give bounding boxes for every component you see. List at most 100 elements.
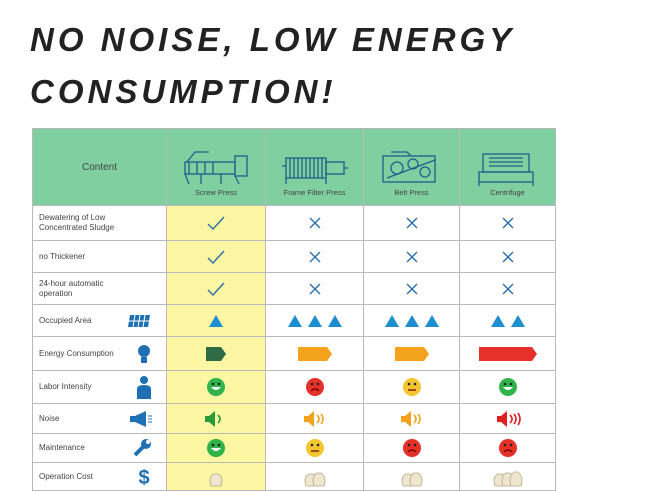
row-label: Dewatering of Low Concentrated Sludge (39, 213, 115, 232)
cross-icon (309, 283, 320, 294)
title: NO NOISE, LOW ENERGY CONSUMPTION! (30, 21, 515, 110)
header-text: Belt Press (394, 188, 429, 197)
header-text: Screw Press (194, 188, 238, 197)
row-label-cell: Labor Intensity (32, 370, 167, 404)
value-cell (265, 370, 364, 404)
cost-icon (401, 472, 422, 486)
row-label: Maintenance (39, 443, 85, 452)
header-cell: Centrifuge (459, 128, 556, 206)
noise-icon (303, 410, 324, 427)
check-icon (207, 216, 225, 231)
value-cell (363, 336, 460, 371)
row-icon (128, 314, 150, 327)
energy-bar (297, 346, 332, 361)
table-row: Energy Consumption (32, 336, 556, 371)
table-row: Maintenance (32, 433, 556, 463)
area-icon (287, 314, 342, 327)
value-cell (459, 403, 556, 434)
face-icon (207, 378, 225, 396)
row-label: 24-hour automatic operation (39, 278, 104, 298)
value-cell (459, 272, 556, 305)
table-row: Labor Intensity (32, 370, 556, 404)
table-body: Content Screw Press Frame Filter Press B… (32, 128, 556, 491)
value-cell (166, 240, 266, 273)
table-row: 24-hour automatic operation (32, 272, 556, 305)
cross-icon (502, 217, 513, 229)
value-cell (265, 462, 364, 491)
svg-text:$: $ (138, 467, 149, 488)
row-label: Operation Cost (39, 471, 93, 481)
value-cell (265, 272, 364, 305)
area-icon (209, 314, 223, 327)
value-cell (459, 462, 556, 491)
value-cell (166, 272, 266, 305)
table-row: Noise (32, 403, 556, 434)
row-icon: $ (138, 467, 149, 488)
table-row: Dewatering of Low Concentrated Sludge (32, 205, 556, 241)
row-icon (130, 410, 152, 427)
machine-icon (281, 157, 348, 184)
row-label-cell: Operation Cost $ (32, 462, 167, 491)
row-label-cell: 24-hour automatic operation (32, 272, 167, 305)
value-cell (459, 304, 556, 337)
cost-icon (304, 472, 325, 486)
header-text: Frame Filter Press (283, 188, 346, 197)
machine-icon (184, 151, 248, 185)
cross-icon (309, 217, 320, 229)
row-icon (133, 439, 151, 457)
value-cell (363, 433, 460, 463)
energy-bar (478, 346, 537, 361)
row-label-cell: Noise (32, 403, 167, 434)
comparison-table: Content Screw Press Frame Filter Press B… (32, 128, 556, 491)
cross-icon (406, 217, 417, 229)
row-label: Occupied Area (39, 315, 92, 325)
value-cell (459, 433, 556, 463)
cross-icon (502, 283, 513, 294)
header-row: Content Screw Press Frame Filter Press B… (32, 128, 556, 206)
area-icon (384, 314, 439, 327)
row-label: Noise (39, 413, 60, 423)
row-icon (138, 344, 150, 363)
noise-icon (400, 410, 421, 427)
check-icon (207, 282, 225, 296)
row-label-cell: Energy Consumption (32, 336, 167, 371)
row-label-cell: Occupied Area (32, 304, 167, 337)
row-label: Labor Intensity (39, 382, 92, 391)
header-cell: Screw Press (166, 128, 266, 206)
value-cell (265, 240, 364, 273)
value-cell (166, 370, 266, 404)
row-label-cell: Maintenance (32, 433, 167, 463)
energy-bar (394, 346, 429, 361)
value-cell (166, 304, 266, 337)
table-row: Occupied Area (32, 304, 556, 337)
cross-icon (502, 251, 513, 262)
value-cell (166, 336, 266, 371)
value-cell (265, 336, 364, 371)
value-cell (166, 205, 266, 241)
noise-icon (205, 410, 221, 427)
value-cell (363, 304, 460, 337)
face-icon (402, 439, 421, 457)
row-label-cell: Dewatering of Low Concentrated Sludge (32, 205, 167, 241)
machine-icon (477, 153, 534, 186)
value-cell (363, 240, 460, 273)
table-row: no Thickener (32, 240, 556, 273)
value-cell (363, 370, 460, 404)
value-cell (459, 336, 556, 371)
header-cell: Frame Filter Press (265, 128, 364, 206)
value-cell (363, 205, 460, 241)
row-label: Energy Consumption (39, 348, 114, 358)
cost-icon (209, 473, 223, 486)
face-icon (402, 378, 421, 396)
header-text: Centrifuge (490, 188, 525, 197)
energy-bar (206, 346, 226, 361)
cross-icon (406, 251, 417, 262)
area-icon (490, 314, 525, 327)
value-cell (459, 205, 556, 241)
face-icon (498, 378, 517, 396)
row-label: no Thickener (39, 251, 86, 261)
value-cell (265, 205, 364, 241)
row-icon (137, 376, 151, 399)
face-icon (305, 378, 324, 396)
noise-icon (496, 410, 521, 427)
